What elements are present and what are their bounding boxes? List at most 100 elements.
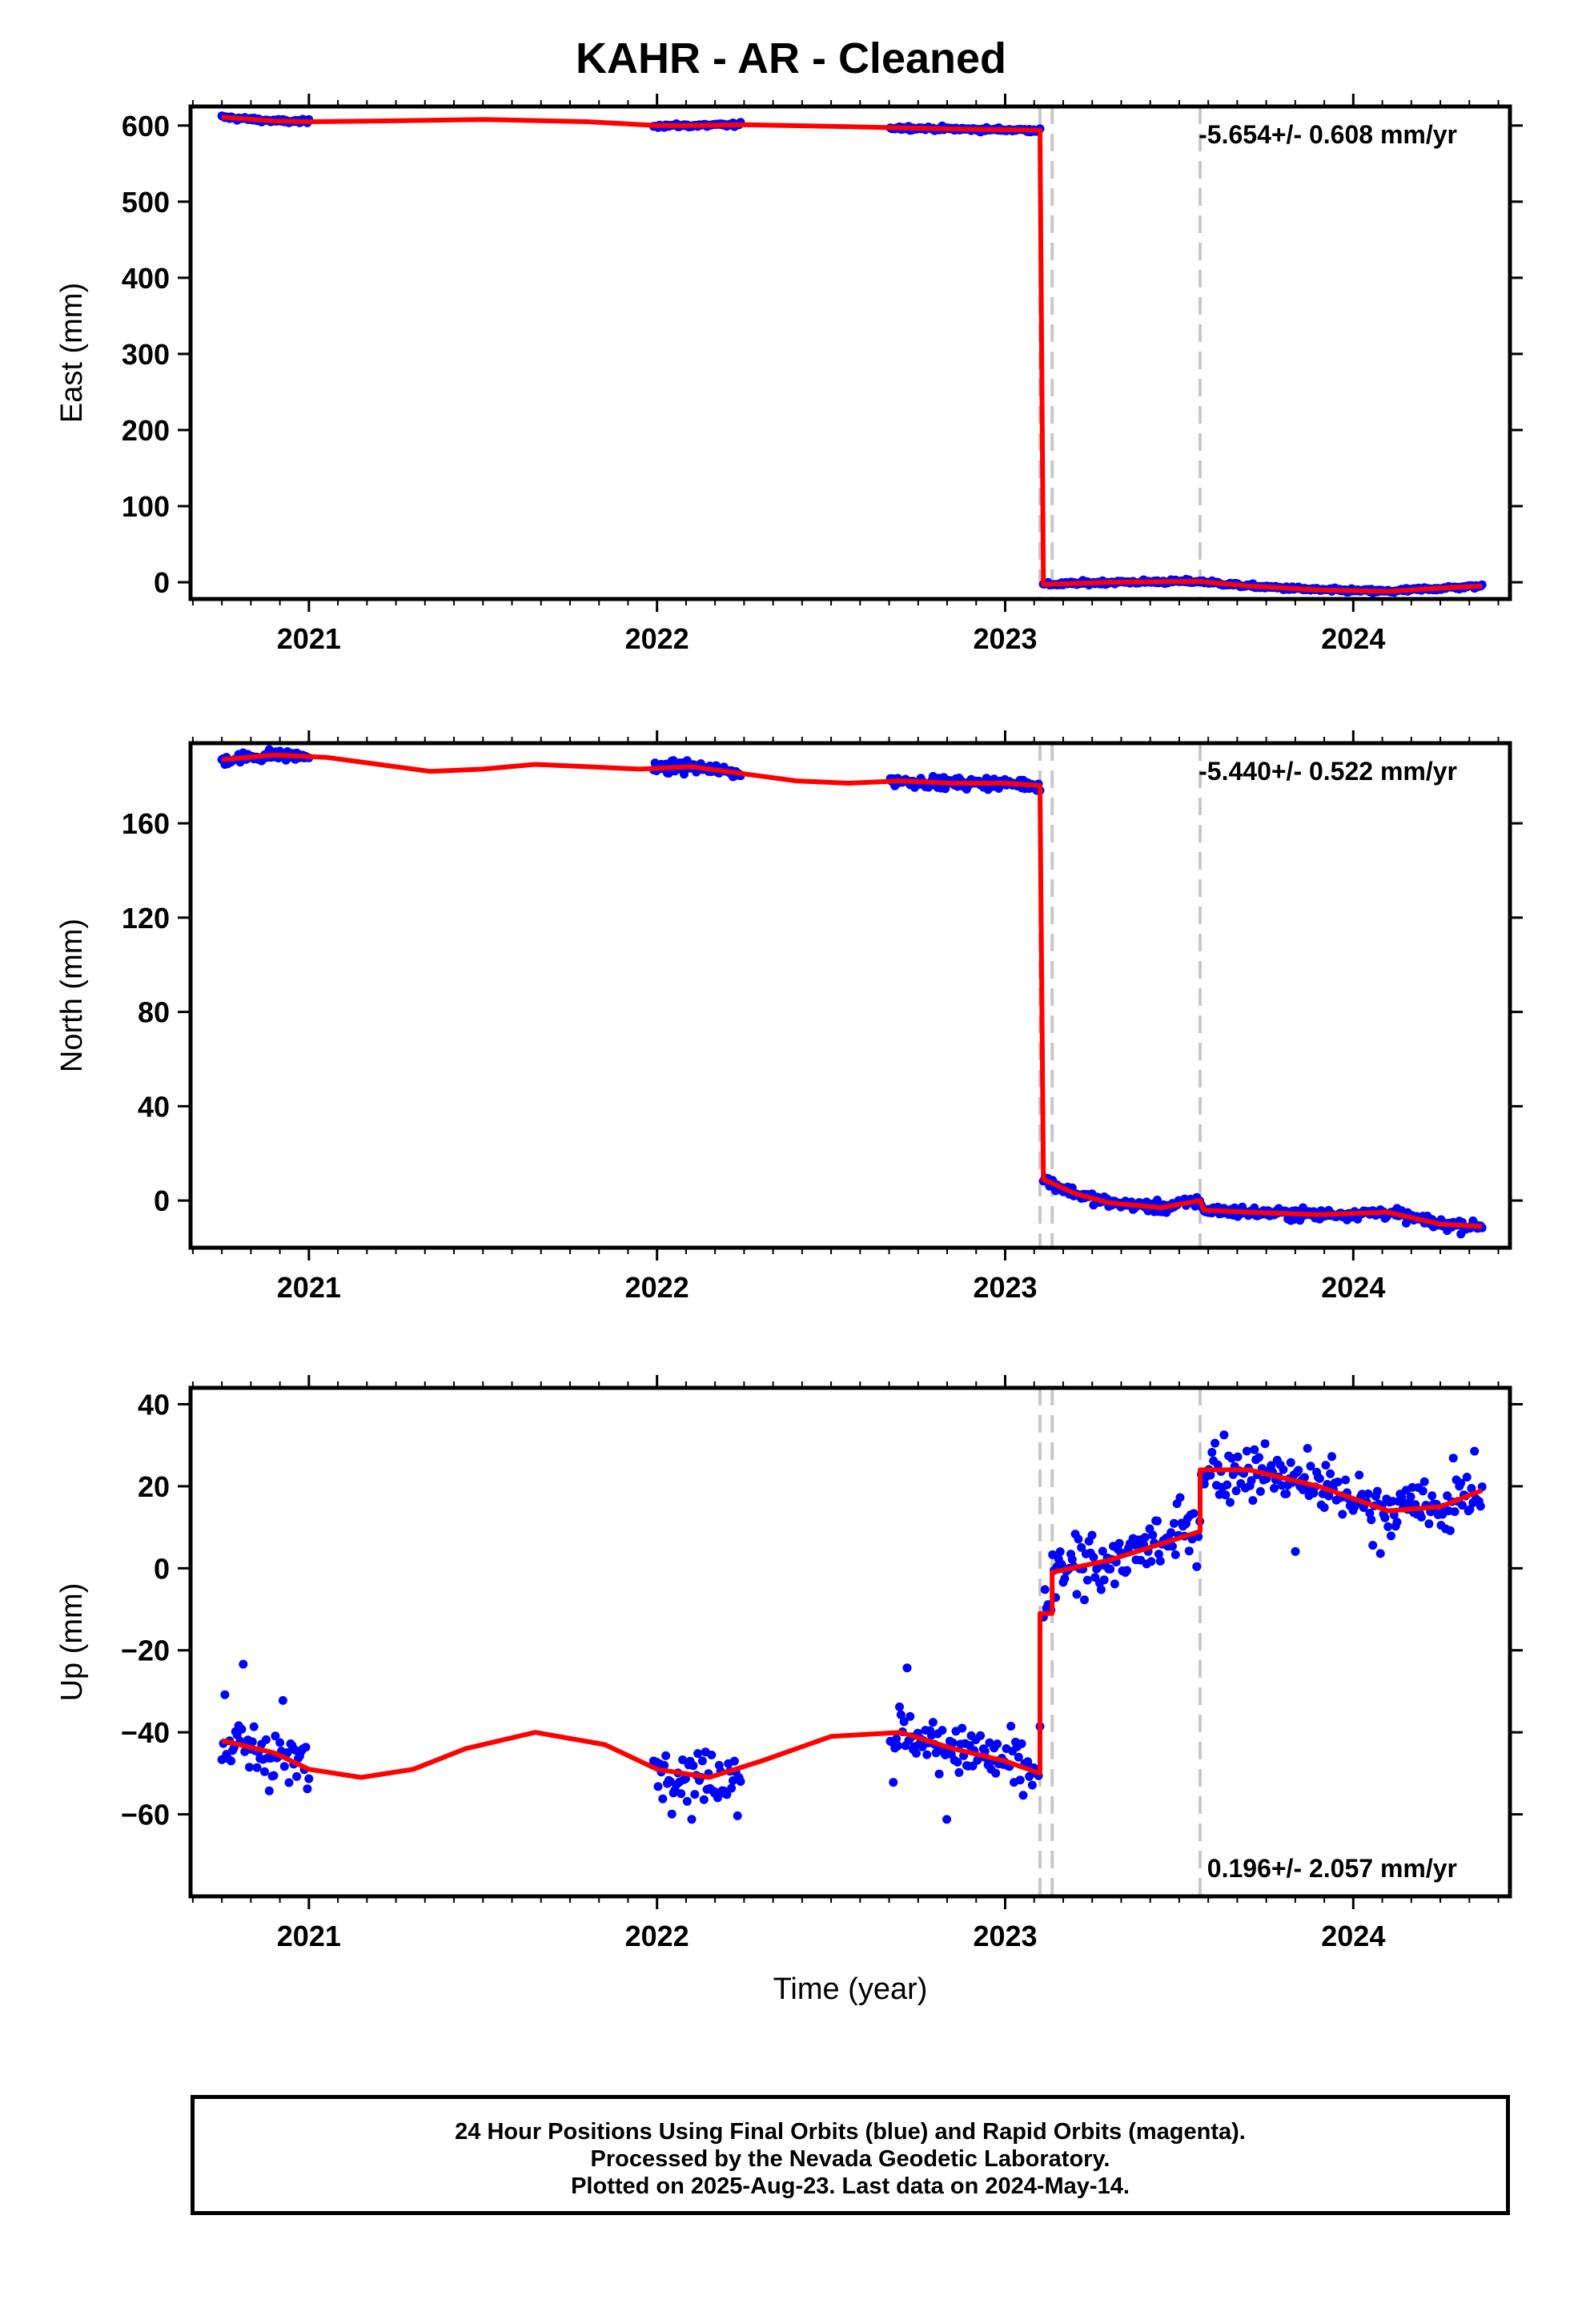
data-point	[1226, 1498, 1235, 1507]
data-point	[1055, 1547, 1065, 1557]
data-point	[1462, 1473, 1472, 1482]
y-tick-label: 500	[122, 186, 170, 219]
data-point	[247, 1737, 257, 1747]
footer-line-3: Plotted on 2025-Aug-23. Last data on 202…	[571, 2173, 1130, 2199]
data-point	[1467, 1484, 1476, 1493]
data-point	[1017, 1739, 1026, 1748]
data-point	[1247, 1476, 1256, 1486]
footer-line-2: Processed by the Nevada Geodetic Laborat…	[590, 2146, 1110, 2172]
data-point	[1014, 1752, 1023, 1762]
data-point	[1223, 1480, 1232, 1490]
data-point	[1333, 1478, 1343, 1486]
data-point	[1153, 1196, 1162, 1204]
data-points	[217, 1430, 1487, 1824]
data-point	[893, 1741, 902, 1751]
footer-box: 24 Hour Positions Using Final Orbits (bl…	[191, 2095, 1510, 2215]
charts-svg: 2021 2022 2023 20240100200300400500600East …	[55, 94, 1523, 2006]
data-point	[707, 1751, 717, 1759]
data-point	[1211, 1438, 1220, 1448]
data-point	[271, 1731, 280, 1741]
data-point	[1080, 1595, 1089, 1605]
y-axis-label: Up (mm)	[55, 1583, 89, 1702]
y-tick-label: 20	[138, 1470, 170, 1503]
data-point	[1324, 1491, 1334, 1501]
data-point	[1255, 1486, 1265, 1496]
x-tick-label: 2024	[1321, 1271, 1385, 1304]
data-point	[261, 1735, 271, 1744]
data-point	[942, 1815, 952, 1824]
data-point	[1456, 1478, 1466, 1488]
data-point	[1326, 1469, 1335, 1478]
data-point	[729, 1756, 739, 1766]
data-point	[1372, 1486, 1382, 1496]
data-point	[667, 1809, 677, 1819]
data-point	[911, 1748, 921, 1758]
data-point	[697, 1756, 707, 1766]
data-point	[682, 1796, 692, 1806]
data-point	[1387, 1531, 1395, 1541]
plot-frame	[188, 1385, 1512, 1899]
data-point	[1255, 1453, 1263, 1462]
data-point	[1221, 1490, 1231, 1500]
data-point	[1392, 1518, 1402, 1527]
data-point	[733, 1811, 742, 1820]
data-point	[1338, 1510, 1347, 1519]
data-point	[1025, 1771, 1034, 1781]
data-point	[239, 1659, 248, 1669]
data-point	[1006, 1722, 1016, 1731]
data-point	[1077, 1542, 1086, 1552]
data-point	[264, 1786, 274, 1795]
x-tick-label: 2024	[1321, 1920, 1385, 1952]
y-tick-label: −20	[121, 1634, 170, 1667]
data-point	[1476, 1502, 1485, 1511]
data-point	[1169, 1518, 1178, 1528]
data-point	[1303, 1444, 1312, 1454]
data-point	[678, 1755, 688, 1764]
data-point	[1250, 1445, 1259, 1454]
data-point	[687, 1815, 697, 1824]
data-point	[934, 1769, 944, 1779]
data-point	[1299, 1473, 1309, 1482]
data-point	[1072, 1590, 1082, 1599]
y-tick-label: 100	[122, 490, 170, 523]
data-point	[227, 1756, 236, 1766]
data-point	[1465, 1505, 1475, 1514]
data-point	[1248, 1496, 1258, 1506]
plot-frame	[188, 104, 1512, 601]
data-point	[948, 1738, 958, 1747]
data-point	[237, 1724, 247, 1734]
data-point	[1189, 1509, 1199, 1518]
data-point	[220, 1690, 230, 1699]
data-point	[1154, 1550, 1163, 1559]
data-point	[1168, 1542, 1177, 1551]
data-point	[1291, 1546, 1300, 1556]
data-point	[1416, 1513, 1426, 1522]
data-point	[303, 1784, 312, 1794]
data-point	[1122, 1566, 1132, 1575]
data-point	[1166, 1528, 1176, 1538]
y-tick-label: 120	[122, 902, 170, 935]
data-point	[976, 1731, 986, 1740]
data-point	[713, 1793, 722, 1803]
data-point	[660, 1760, 669, 1770]
y-tick-label: 80	[138, 996, 170, 1029]
data-point	[1380, 1513, 1390, 1522]
data-point	[1367, 1515, 1376, 1525]
data-point	[1231, 1486, 1241, 1496]
y-tick-label: 400	[122, 262, 170, 295]
data-point	[1233, 1452, 1243, 1462]
y-tick-label: 40	[138, 1090, 170, 1123]
data-point	[1213, 1460, 1223, 1470]
plot-area	[217, 107, 1487, 599]
data-point	[1114, 1538, 1124, 1548]
data-point	[1242, 1446, 1251, 1456]
data-point	[1445, 1526, 1455, 1535]
data-point	[928, 1718, 938, 1727]
data-point	[1153, 1516, 1162, 1526]
data-point	[1448, 1454, 1458, 1463]
data-point	[1027, 1780, 1037, 1790]
data-point	[283, 1748, 292, 1757]
data-point	[693, 1749, 703, 1759]
x-tick-label: 2022	[625, 622, 689, 655]
data-point	[284, 1778, 294, 1787]
